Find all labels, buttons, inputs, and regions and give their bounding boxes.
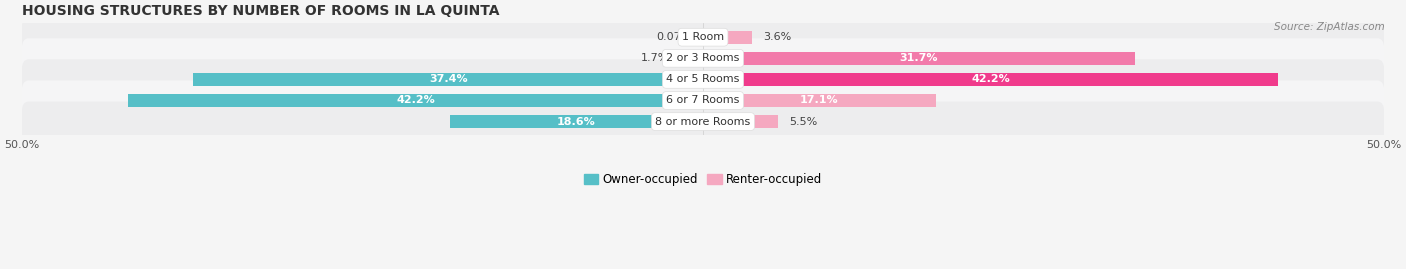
FancyBboxPatch shape	[21, 80, 1385, 121]
Bar	[450, 115, 703, 128]
Text: 1 Room: 1 Room	[682, 32, 724, 42]
Text: 2 or 3 Rooms: 2 or 3 Rooms	[666, 53, 740, 63]
Text: 42.2%: 42.2%	[972, 75, 1010, 84]
Text: Source: ZipAtlas.com: Source: ZipAtlas.com	[1274, 22, 1385, 31]
Bar	[703, 115, 778, 128]
Text: 18.6%: 18.6%	[557, 116, 596, 127]
Bar	[703, 52, 1135, 65]
Text: 8 or more Rooms: 8 or more Rooms	[655, 116, 751, 127]
Text: 31.7%: 31.7%	[900, 53, 938, 63]
Legend: Owner-occupied, Renter-occupied: Owner-occupied, Renter-occupied	[579, 168, 827, 191]
Text: 0.07%: 0.07%	[655, 32, 692, 42]
Text: 6 or 7 Rooms: 6 or 7 Rooms	[666, 95, 740, 105]
Text: HOUSING STRUCTURES BY NUMBER OF ROOMS IN LA QUINTA: HOUSING STRUCTURES BY NUMBER OF ROOMS IN…	[21, 4, 499, 18]
Text: 4 or 5 Rooms: 4 or 5 Rooms	[666, 75, 740, 84]
FancyBboxPatch shape	[21, 101, 1385, 141]
Text: 42.2%: 42.2%	[396, 95, 434, 105]
Bar	[703, 94, 936, 107]
FancyBboxPatch shape	[21, 59, 1385, 100]
Bar	[703, 73, 1278, 86]
Text: 17.1%: 17.1%	[800, 95, 839, 105]
Bar	[703, 31, 752, 44]
Text: 3.6%: 3.6%	[763, 32, 792, 42]
Text: 5.5%: 5.5%	[789, 116, 817, 127]
Text: 37.4%: 37.4%	[429, 75, 468, 84]
Text: 1.7%: 1.7%	[641, 53, 669, 63]
Bar	[681, 52, 703, 65]
FancyBboxPatch shape	[21, 38, 1385, 78]
FancyBboxPatch shape	[21, 17, 1385, 57]
Bar	[128, 94, 703, 107]
Bar	[194, 73, 703, 86]
